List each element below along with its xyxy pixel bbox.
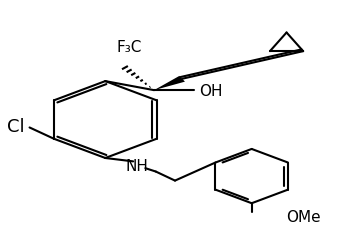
Text: Cl: Cl (7, 117, 24, 135)
Text: NH: NH (125, 159, 148, 174)
Text: F₃C: F₃C (117, 40, 142, 55)
Text: OMe: OMe (287, 209, 321, 224)
Polygon shape (154, 76, 185, 91)
Text: OH: OH (199, 83, 223, 98)
